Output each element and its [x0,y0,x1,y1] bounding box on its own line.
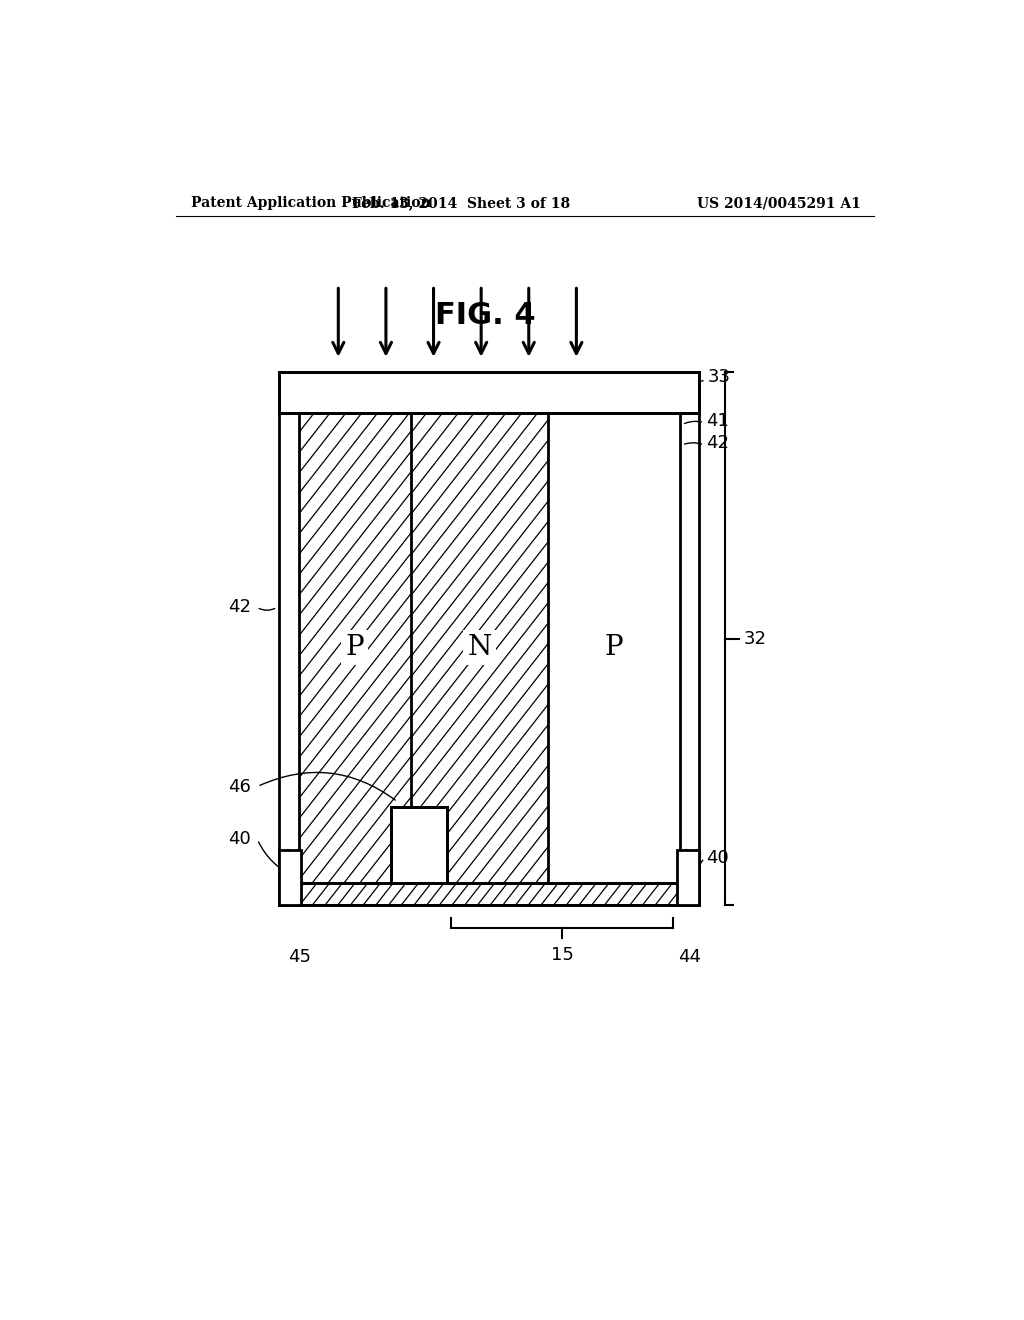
Text: Feb. 13, 2014  Sheet 3 of 18: Feb. 13, 2014 Sheet 3 of 18 [352,197,570,210]
Bar [391,807,446,883]
Text: 42: 42 [228,598,251,616]
Text: 44: 44 [678,948,701,966]
Bar [680,413,699,883]
Bar [279,850,301,906]
Bar [279,372,699,412]
Text: FIG. 4: FIG. 4 [435,301,536,330]
Text: Patent Application Publication: Patent Application Publication [191,197,431,210]
Bar [279,413,299,883]
Text: 42: 42 [706,434,729,451]
Text: P: P [345,635,365,661]
Bar [391,807,446,883]
Text: P: P [604,635,624,661]
Text: 40: 40 [228,830,251,849]
Text: US 2014/0045291 A1: US 2014/0045291 A1 [696,197,861,210]
Text: 15: 15 [551,946,573,964]
Text: 33: 33 [708,368,730,385]
Bar [279,372,699,906]
Bar [677,850,699,906]
Bar [548,413,680,883]
Text: 40: 40 [706,849,728,867]
Bar [677,850,699,906]
Text: 32: 32 [743,630,767,648]
Text: 41: 41 [706,412,729,429]
Bar [279,883,699,906]
Text: N: N [467,635,492,661]
Text: 46: 46 [228,777,251,796]
Bar [279,883,699,906]
Bar [279,850,301,906]
Bar [279,372,699,906]
Text: 45: 45 [288,948,311,966]
